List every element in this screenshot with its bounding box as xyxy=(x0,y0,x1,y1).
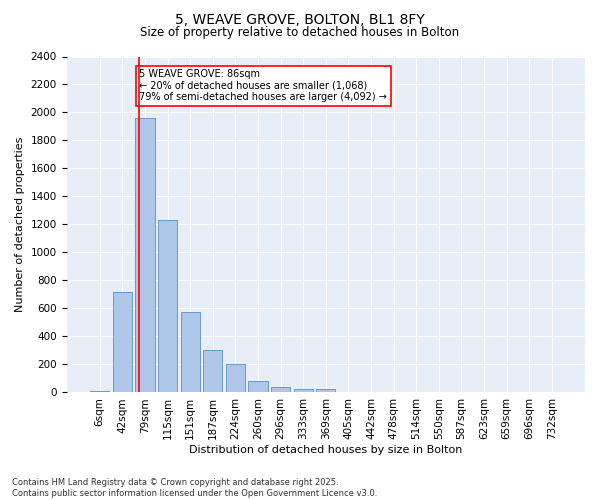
X-axis label: Distribution of detached houses by size in Bolton: Distribution of detached houses by size … xyxy=(189,445,463,455)
Bar xyxy=(90,391,109,392)
Bar xyxy=(316,390,335,392)
Text: 5, WEAVE GROVE, BOLTON, BL1 8FY: 5, WEAVE GROVE, BOLTON, BL1 8FY xyxy=(175,12,425,26)
Bar xyxy=(248,382,268,392)
Bar xyxy=(203,350,223,393)
Y-axis label: Number of detached properties: Number of detached properties xyxy=(15,137,25,312)
Bar xyxy=(181,312,200,392)
Bar xyxy=(293,388,313,392)
Bar xyxy=(136,118,155,392)
Text: Contains HM Land Registry data © Crown copyright and database right 2025.
Contai: Contains HM Land Registry data © Crown c… xyxy=(12,478,377,498)
Text: Size of property relative to detached houses in Bolton: Size of property relative to detached ho… xyxy=(140,26,460,39)
Bar xyxy=(226,364,245,392)
Text: 5 WEAVE GROVE: 86sqm
← 20% of detached houses are smaller (1,068)
79% of semi-de: 5 WEAVE GROVE: 86sqm ← 20% of detached h… xyxy=(139,69,387,102)
Bar xyxy=(113,292,132,392)
Bar xyxy=(158,220,177,392)
Bar xyxy=(271,387,290,392)
